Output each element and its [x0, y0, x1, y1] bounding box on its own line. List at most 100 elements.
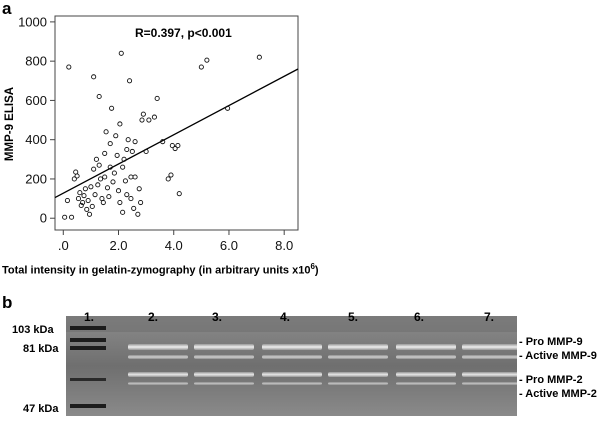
gel-band	[194, 344, 254, 350]
data-point	[64, 198, 70, 204]
data-point	[115, 188, 122, 194]
data-point	[139, 117, 145, 123]
x-axis-ticks: .0 2.0 4.0 6.0 8.0	[58, 230, 293, 253]
gel-band	[194, 382, 254, 385]
data-point	[96, 93, 102, 100]
data-point	[169, 143, 175, 149]
data-point	[160, 139, 166, 145]
panel-b-letter: b	[2, 293, 13, 312]
data-point	[117, 121, 123, 127]
data-point	[165, 176, 171, 182]
gel-band	[462, 372, 517, 377]
data-point	[78, 202, 84, 209]
data-point	[124, 192, 130, 198]
data-point	[204, 57, 210, 63]
data-point	[256, 54, 262, 60]
panel-a-letter: a	[2, 0, 12, 18]
data-point	[88, 184, 94, 190]
data-point	[127, 78, 133, 84]
data-point	[135, 211, 141, 217]
gel-bands	[128, 344, 517, 385]
x-tick-label: 4.0	[165, 238, 183, 253]
data-point	[77, 190, 83, 196]
y-tick-label: 0	[40, 211, 47, 226]
data-point	[125, 137, 131, 143]
data-point	[176, 191, 182, 197]
data-points	[62, 50, 262, 220]
data-point	[92, 192, 98, 198]
data-point	[168, 172, 174, 178]
data-point	[71, 176, 77, 182]
data-point	[82, 186, 88, 192]
data-point	[107, 164, 113, 170]
x-axis-label: Total intensity in gelatin-zymography (i…	[2, 262, 319, 277]
data-point	[128, 174, 134, 180]
gel-band	[396, 372, 456, 377]
data-point	[81, 193, 87, 199]
data-point	[62, 214, 68, 220]
gel-band	[128, 382, 188, 385]
gel-band	[462, 344, 517, 350]
y-tick-label: 200	[25, 171, 47, 186]
scatter-plot: 0 200 400 600 800 1000 .0 2.0 4.0 6.0 8.0 R=0.397…	[4, 14, 299, 253]
lane-label-6: 6.	[414, 310, 425, 324]
data-point	[74, 173, 80, 179]
data-point	[110, 179, 116, 185]
data-point	[75, 196, 82, 202]
data-point	[69, 214, 75, 220]
x-tick-label: .0	[58, 238, 69, 253]
gel-band	[128, 355, 188, 359]
x-tick-label: 2.0	[109, 238, 127, 253]
data-point	[109, 105, 115, 111]
data-point	[129, 148, 135, 155]
x-axis-label-end: )	[314, 264, 319, 277]
data-point	[175, 143, 181, 149]
x-tick-label: 6.0	[220, 238, 238, 253]
data-point	[84, 206, 90, 212]
correlation-annotation: R=0.397, p<0.001	[135, 26, 232, 40]
data-point	[113, 133, 119, 139]
gel-band	[128, 344, 188, 350]
gel-band	[194, 372, 254, 377]
data-point	[121, 156, 127, 162]
data-point	[107, 141, 113, 147]
gel-band	[328, 355, 388, 359]
data-point	[91, 74, 97, 80]
gel-band	[128, 372, 188, 377]
gel-band	[462, 355, 517, 359]
ladder-lane	[70, 326, 106, 408]
gel-band	[396, 344, 456, 350]
band-label-pro-mmp2: - Pro MMP-2	[519, 374, 583, 386]
data-point	[102, 174, 108, 180]
data-point	[100, 199, 106, 206]
data-point	[80, 199, 86, 206]
data-point	[86, 211, 93, 217]
band-label-pro-mmp9: - Pro MMP-9	[519, 336, 583, 348]
data-point	[131, 205, 137, 211]
y-axis-ticks: 0 200 400 600 800 1000	[18, 14, 55, 226]
lane-label-7: 7.	[484, 310, 495, 324]
band-label-active-mmp9: - Active MMP-9	[519, 350, 597, 362]
data-point	[102, 150, 108, 156]
kda-label-103: 103 kDa	[12, 324, 54, 336]
gel-band	[262, 372, 322, 377]
gel-band	[462, 382, 517, 385]
band-label-active-mmp2: - Active MMP-2	[519, 388, 597, 400]
data-point	[122, 178, 128, 184]
data-point	[111, 170, 117, 176]
data-point	[103, 129, 109, 135]
data-point	[117, 199, 123, 206]
data-point	[138, 199, 144, 206]
lane-label-3: 3.	[212, 310, 223, 324]
kda-label-47: 47 kDa	[23, 403, 59, 415]
y-tick-label: 600	[25, 93, 47, 108]
data-point	[120, 164, 126, 170]
data-point	[89, 203, 95, 209]
x-axis-label-main: Total intensity in gelatin-zymography (i…	[2, 264, 311, 277]
lane-label-4: 4.	[280, 310, 291, 324]
data-point	[98, 176, 104, 182]
data-point	[136, 186, 142, 192]
gel-image	[66, 316, 517, 416]
gel-band	[396, 382, 456, 385]
x-tick-label: 8.0	[275, 238, 293, 253]
